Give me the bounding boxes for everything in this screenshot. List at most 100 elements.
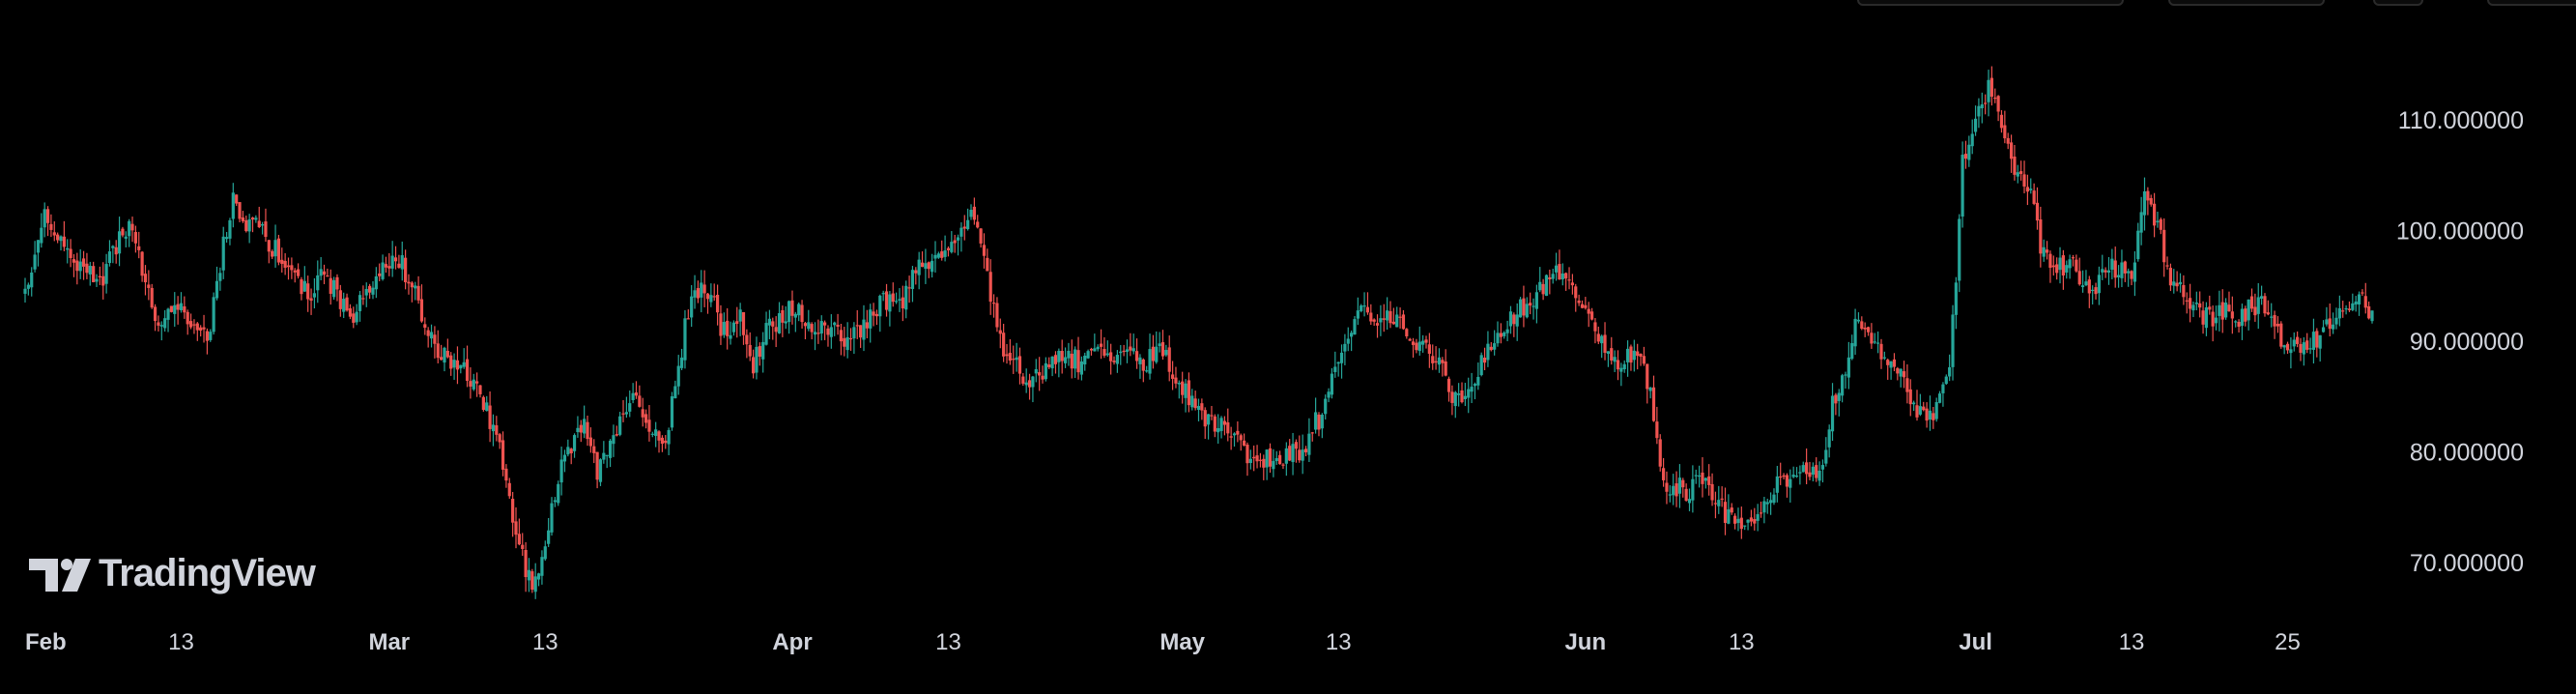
candle-body [199,327,203,332]
candle-body [917,259,921,275]
candle-body [1870,333,1874,344]
candle-body [1099,343,1103,347]
candle-body [1236,430,1240,435]
candle-body [2311,332,2316,350]
toolbar-pill[interactable] [2168,0,2325,6]
candle-body [2123,261,2127,274]
candle-body [2016,172,2019,177]
tradingview-logo[interactable]: TradingView [29,552,318,594]
candle-body [224,237,229,240]
candle-body [618,416,622,435]
toolbar-pill[interactable] [2487,0,2576,6]
candle-body [2224,303,2228,318]
candle-body [1125,349,1130,353]
toolbar-pill[interactable] [1857,0,2124,6]
candle-body [1558,264,1561,280]
candle-body [1782,475,1786,477]
candle-body [1853,318,1857,347]
candle-body [290,265,294,271]
time-tick-label: 13 [1729,629,1755,655]
candle-body [2146,190,2150,201]
time-tick-label: 25 [2275,629,2301,655]
candle-body [1759,512,1763,514]
candle-body [491,424,496,432]
candle-body [536,573,541,580]
candle-body [1388,310,1392,324]
candle-body [810,324,814,333]
candle-body [1155,346,1159,362]
candle-body [1902,371,1906,378]
candle-body [397,263,401,268]
candle-body [1353,319,1357,335]
candle-body [738,309,742,322]
candle-body [705,293,710,300]
candle-body [1522,298,1526,316]
candle-body [1625,348,1630,362]
candle-body [2344,307,2348,310]
time-tick-label: 13 [935,629,961,655]
candle-body [443,347,446,363]
candle-body [1437,357,1442,365]
candle-body [195,323,199,331]
candle-body [1587,308,1590,314]
candle-body [140,251,144,276]
candle-body [2260,296,2264,300]
candle-body [2328,318,2332,330]
candle-body [833,322,837,326]
candle-body [1529,303,1532,306]
candle-body [78,261,82,272]
candle-body [1131,348,1135,352]
candle-body [1395,314,1399,328]
candle-body [478,385,482,394]
candle-body [1866,327,1871,333]
candle-body [128,220,131,237]
price-axis[interactable]: 110.000000 100.000000 90.000000 80.000000 70… [2396,107,2524,577]
candle-body [1187,380,1191,406]
candle-body [426,330,430,336]
candle-body [2116,275,2121,277]
candle-body [1879,343,1883,360]
candle-body [1846,357,1850,378]
candle-body [602,452,606,460]
candle-body [1446,378,1451,392]
candle-body [2237,322,2241,327]
candle-body [807,322,811,330]
candle-body [946,247,951,250]
toolbar-pill[interactable] [2373,0,2423,6]
candle-body [1818,471,1821,481]
candle-body [231,192,235,219]
candle-body [416,285,420,301]
candle-body [1882,357,1886,359]
candle-body [179,303,184,310]
candle-body [1245,445,1249,464]
candle-body [1096,346,1100,350]
candle-body [572,435,577,451]
candle-body [771,321,775,327]
candle-body [1996,96,2000,112]
candle-body [1079,361,1083,375]
candle-body [1002,333,1006,357]
candle-body [407,281,411,284]
candle-body [943,250,947,257]
candle-body [1298,449,1302,461]
candle-body [400,255,404,270]
candle-body [741,311,746,335]
candle-body [1899,368,1903,377]
candle-body [1360,305,1363,311]
candle-body [302,280,306,292]
candle-body [504,468,508,481]
candle-body [1070,353,1073,369]
candle-body [133,232,137,244]
candle-body [345,297,349,311]
candle-body [845,336,849,351]
candle-body [2370,310,2374,322]
candle-body [1873,341,1876,343]
candle-body [1548,276,1552,279]
time-axis[interactable]: Feb 13 Mar 13 Apr 13 May 13 Jun 13 Jul 13 25 [25,629,2301,655]
candle-body [1661,468,1666,480]
candle-body [1158,343,1161,347]
candle-body [1486,343,1490,361]
candle-body [673,386,677,399]
